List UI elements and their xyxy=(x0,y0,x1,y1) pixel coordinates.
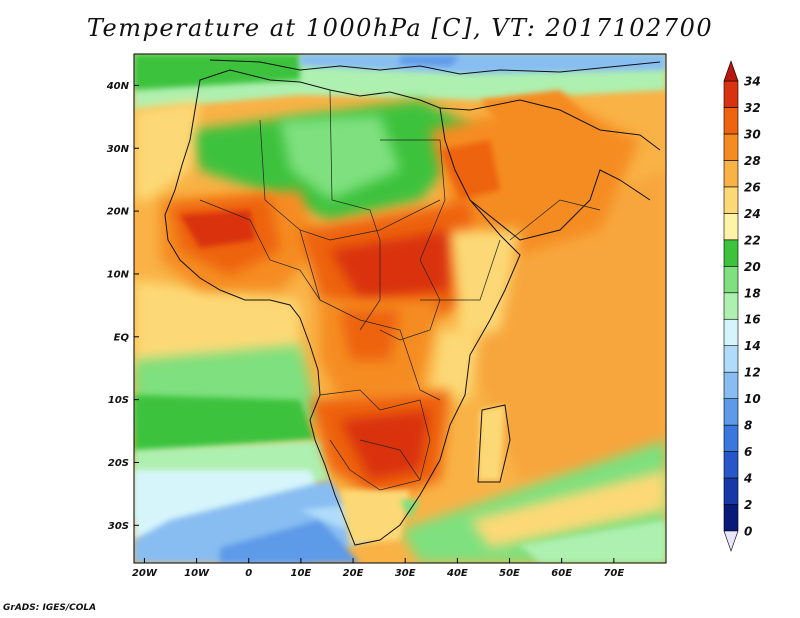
colorbar-swatch xyxy=(723,107,739,135)
x-tick-label: 40E xyxy=(446,568,468,579)
colorbar-label: 10 xyxy=(744,392,761,406)
x-tick-label: 20E xyxy=(343,568,364,579)
colorbar-swatch xyxy=(723,186,739,214)
colorbar-label: 32 xyxy=(744,101,761,115)
y-tick-label: 10S xyxy=(108,395,129,406)
colorbar-swatch xyxy=(723,371,739,399)
plot-frame xyxy=(133,53,667,564)
temperature-field xyxy=(134,54,666,563)
x-tick-label: 10W xyxy=(184,568,210,579)
colorbar-label: 4 xyxy=(743,472,752,486)
colorbar-swatch xyxy=(723,133,739,161)
colorbar-label: 26 xyxy=(744,180,761,194)
y-tick-label: EQ xyxy=(114,332,130,343)
x-tick-label: 30E xyxy=(395,568,416,579)
colorbar-label: 20 xyxy=(744,260,761,274)
colorbar-under-triangle xyxy=(723,530,739,552)
colorbar-label: 2 xyxy=(744,498,752,512)
colorbar-label: 16 xyxy=(744,313,761,327)
x-tick-label: 70E xyxy=(603,568,624,579)
colorbar-swatch xyxy=(723,239,739,267)
colorbar-label: 0 xyxy=(744,525,752,539)
x-axis-ticks: 20W 10W 0 10E 20E 30E 40E 50E 60E 70E xyxy=(132,558,624,579)
y-tick-label: 30N xyxy=(107,144,130,155)
y-axis-ticks: 40N 30N 20N 10N EQ 10S 20S 30S xyxy=(106,81,139,532)
colorbar-swatch xyxy=(723,424,739,452)
colorbar-swatch xyxy=(723,477,739,505)
colorbar-swatch xyxy=(723,504,739,532)
colorbar-swatch xyxy=(723,451,739,479)
colorbar-swatch xyxy=(723,160,739,188)
colorbar-swatch xyxy=(723,292,739,320)
colorbar-label: 18 xyxy=(744,286,761,300)
colorbar-swatch xyxy=(723,265,739,294)
x-tick-label: 50E xyxy=(499,568,520,579)
y-tick-label: 40N xyxy=(106,81,130,92)
coastlines xyxy=(164,59,661,546)
colorbar-label: 14 xyxy=(744,339,761,353)
colorbar-swatch xyxy=(723,80,739,108)
colorbar-swatch xyxy=(723,398,739,426)
colorbar-label: 12 xyxy=(744,366,761,380)
colorbar-swatch xyxy=(723,318,739,347)
colorbar-swatch xyxy=(723,213,739,241)
y-tick-label: 10N xyxy=(107,269,130,280)
y-tick-label: 20S xyxy=(108,458,129,469)
x-tick-label: 60E xyxy=(551,568,572,579)
country-borders xyxy=(199,89,601,491)
colorbar-label: 30 xyxy=(744,127,761,141)
x-tick-label: 20W xyxy=(132,568,158,579)
colorbar-label: 34 xyxy=(744,75,761,89)
x-tick-label: 0 xyxy=(245,568,252,579)
colorbar-label: 6 xyxy=(744,445,752,459)
colorbar-label: 24 xyxy=(744,207,761,221)
y-tick-label: 20N xyxy=(107,207,130,218)
colorbar-label: 22 xyxy=(744,233,761,247)
x-tick-label: 10E xyxy=(291,568,312,579)
map-title: Temperature at 1000hPa [C], VT: 20171027… xyxy=(86,14,714,42)
colorbar-over-triangle xyxy=(723,60,739,82)
colorbar-swatch xyxy=(723,345,739,373)
colorbar-label: 28 xyxy=(744,154,761,168)
colorbar-label: 8 xyxy=(744,419,752,433)
y-tick-label: 30S xyxy=(108,521,129,532)
credit-text: GrADS: IGES/COLA xyxy=(3,603,97,613)
